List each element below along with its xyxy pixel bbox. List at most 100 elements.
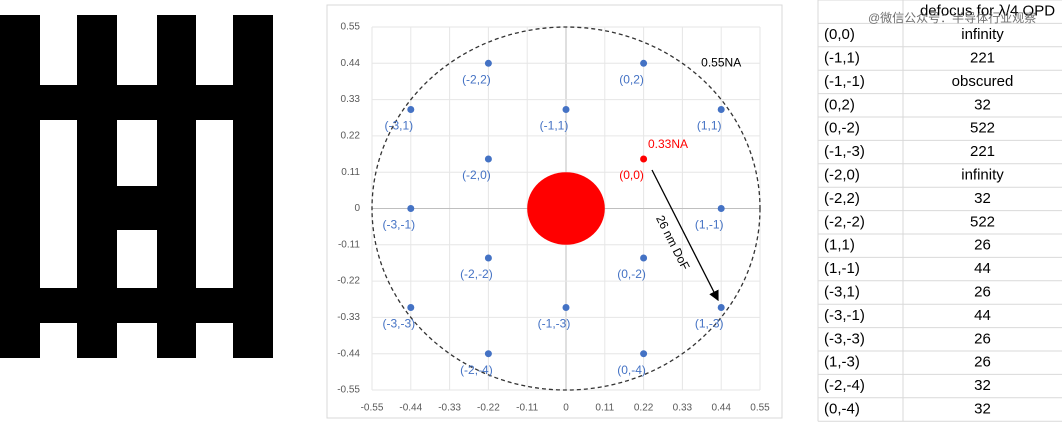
point-label: (-2,0) [462, 168, 491, 182]
table-cell: 44 [974, 307, 991, 324]
table-cell: 26 [974, 283, 991, 300]
table-cell: (0,-4) [824, 400, 860, 417]
point [717, 106, 725, 113]
x-tick-label: 0.44 [711, 403, 731, 414]
point-label: (1,1) [697, 119, 722, 133]
point [640, 350, 648, 358]
y-tick-label: -0.11 [338, 239, 360, 250]
table-cell: (-1,-1) [824, 73, 865, 90]
circle-label: 0.55NA [701, 55, 741, 69]
y-tick-label: 0 [354, 203, 360, 214]
point [484, 350, 492, 358]
y-tick-label: 0.44 [341, 58, 361, 69]
pattern-hole [196, 15, 233, 85]
table-cell: (-2,0) [824, 166, 860, 183]
table-cell: 32 [974, 400, 991, 417]
y-tick-label: 0.22 [341, 131, 361, 142]
table-cell: 26 [974, 330, 991, 347]
table-cell: (1,1) [824, 237, 855, 254]
point-label: (-3,-1) [382, 218, 415, 232]
pattern-hole [40, 120, 77, 288]
point-label: (1,-3) [695, 317, 724, 331]
table-cell: (1,-1) [824, 260, 860, 277]
x-tick-label: 0.22 [634, 403, 654, 414]
pattern-hole [40, 15, 77, 85]
y-tick-label: 0.33 [341, 94, 361, 105]
watermark: @微信公众号：半导体行业观察 [868, 11, 1036, 25]
table-cell: (-2,-4) [824, 377, 865, 394]
point-label: (-3,1) [384, 119, 413, 133]
y-tick-label: -0.44 [337, 348, 360, 359]
point-label: (0,-4) [617, 363, 646, 377]
na-circle [371, 26, 761, 391]
table-cell: 44 [974, 260, 991, 277]
dof-arrow [651, 169, 719, 302]
point [562, 304, 570, 311]
x-tick-label: -0.11 [516, 403, 538, 414]
point [484, 155, 492, 163]
table-cell: 32 [974, 96, 991, 113]
table-cell: (0,2) [824, 96, 855, 113]
table-cell: infinity [961, 26, 1004, 43]
table-cell: (-3,-1) [824, 307, 865, 324]
x-tick-label: -0.44 [399, 403, 422, 414]
pattern-hole [117, 120, 157, 186]
table-cell: (0,-2) [824, 120, 860, 137]
point-label: (-2,-2) [460, 267, 493, 281]
table-cell: 221 [970, 49, 995, 66]
table-cell: obscured [952, 73, 1014, 90]
point [562, 106, 570, 113]
annotation: 0.33NA [648, 137, 688, 151]
point-label: (-3,-3) [382, 317, 415, 331]
table-cell: infinity [961, 166, 1004, 183]
table-cell: (-2,2) [824, 190, 860, 207]
point-label: (-2,-4) [460, 363, 493, 377]
point-label: (0,0) [619, 168, 644, 182]
table-cell: 522 [970, 213, 995, 230]
y-tick-label: 0.55 [341, 22, 361, 33]
table-cell: (-1,-3) [824, 143, 865, 160]
point [407, 106, 415, 113]
mask-pattern [0, 15, 273, 358]
point [484, 254, 492, 262]
x-tick-label: 0 [563, 403, 569, 414]
table-cell: (-1,1) [824, 49, 860, 66]
x-tick-label: 0.11 [595, 403, 614, 414]
pattern-hole [196, 120, 233, 288]
table: defocus for λ/4 OPD@微信公众号：半导体行业观察 (0,0) in… [817, 0, 1062, 422]
point [640, 155, 648, 163]
y-tick-label: -0.55 [337, 385, 360, 396]
plot-area: -0.55 -0.44 -0.33 -0.22 -0.11 0 0.11 0.22 0.33 0.… [337, 22, 770, 414]
pattern-hole [117, 230, 157, 288]
point-label: (0,2) [619, 72, 644, 86]
table-header: defocus for λ/4 OPD [920, 3, 1055, 20]
y-tick-label: -0.22 [337, 276, 360, 287]
table-cell: 26 [974, 237, 991, 254]
point-label: (-1,-3) [538, 317, 571, 331]
center-disk [527, 172, 605, 245]
point [640, 59, 648, 67]
point-label: (0,-2) [617, 267, 646, 281]
x-tick-label: -0.55 [361, 403, 384, 414]
table-cell: 26 [974, 354, 991, 371]
table-cell: (1,-3) [824, 354, 860, 371]
table-cell: (-2,-2) [824, 213, 865, 230]
point [484, 59, 492, 67]
table-cell: 221 [970, 143, 995, 160]
table-cell: 32 [974, 377, 991, 394]
pattern-hole [196, 323, 233, 358]
x-tick-label: -0.33 [438, 403, 461, 414]
table-cell: 522 [970, 120, 995, 137]
pattern-hole [117, 15, 157, 85]
point-label: (-1,1) [540, 119, 569, 133]
table-cell: 32 [974, 190, 991, 207]
table-cell: (-3,1) [824, 283, 860, 300]
x-tick-label: 0.33 [673, 403, 693, 414]
point [717, 205, 725, 212]
point-label: (-2,2) [462, 72, 491, 86]
point [717, 304, 725, 311]
point [407, 304, 415, 311]
table-cell: (0,0) [824, 26, 855, 43]
